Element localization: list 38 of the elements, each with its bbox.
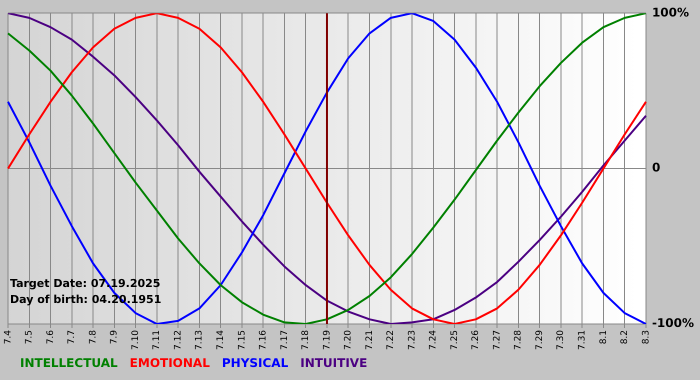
x-tick-label: 7.12 (173, 330, 184, 350)
x-tick-label: 7.4 (3, 330, 14, 344)
x-tick-label: 7.31 (577, 330, 588, 350)
x-tick-label: 7.18 (301, 330, 312, 350)
x-tick-label: 7.27 (492, 330, 502, 350)
x-tick-label: 7.25 (450, 330, 460, 350)
x-tick-label: 7.6 (46, 330, 56, 344)
x-tick-label: 7.26 (471, 330, 482, 350)
text: INTELLECTUAL (20, 356, 118, 370)
x-tick-label: 7.7 (67, 330, 78, 344)
text: PHYSICAL (222, 356, 289, 370)
x-tick-label: 7.16 (258, 330, 269, 350)
x-tick-label: 7.13 (194, 330, 205, 350)
y-tick-label: 100% (652, 5, 690, 20)
x-tick-label: 7.24 (428, 330, 439, 350)
x-tick-label: 7.22 (386, 330, 396, 350)
x-tick-label: 8.2 (620, 330, 630, 344)
text: INTUITIVE (300, 356, 368, 370)
x-tick-label: 8.1 (598, 330, 609, 344)
x-tick-label: 7.23 (407, 330, 418, 350)
x-tick-label: 7.9 (110, 330, 120, 344)
x-tick-label: 7.30 (556, 330, 566, 350)
y-tick-label: -100% (652, 316, 694, 330)
y-tick-label: 0 (652, 160, 660, 175)
x-tick-label: 7.8 (88, 330, 98, 344)
x-tick-label: 7.10 (130, 330, 141, 350)
text: EMOTIONAL (130, 356, 210, 370)
x-tick-label: 7.19 (322, 330, 332, 350)
x-tick-label: 7.28 (514, 330, 524, 350)
x-tick-label: 7.17 (280, 330, 290, 350)
x-tick-label: 7.5 (24, 330, 35, 344)
x-tick-label: 7.14 (216, 330, 226, 350)
x-tick-label: 7.21 (364, 330, 375, 350)
x-tick-label: 7.29 (534, 330, 545, 350)
x-tick-label: 7.20 (344, 330, 354, 350)
x-tick-label: 7.11 (152, 330, 162, 350)
x-tick-label: 7.15 (237, 330, 248, 350)
x-tick-label: 8.3 (641, 330, 652, 344)
